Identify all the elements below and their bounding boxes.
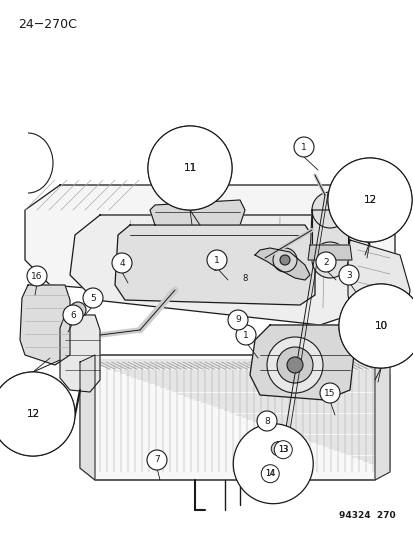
Circle shape bbox=[353, 184, 385, 216]
Circle shape bbox=[353, 184, 385, 216]
Polygon shape bbox=[20, 285, 70, 365]
Circle shape bbox=[319, 383, 339, 403]
Circle shape bbox=[183, 161, 197, 175]
Text: 11: 11 bbox=[183, 163, 196, 173]
Circle shape bbox=[173, 152, 206, 184]
Circle shape bbox=[147, 126, 231, 210]
Text: 12: 12 bbox=[26, 409, 40, 419]
Text: 14: 14 bbox=[265, 469, 274, 478]
Circle shape bbox=[83, 288, 103, 308]
Circle shape bbox=[233, 424, 313, 504]
Circle shape bbox=[0, 372, 75, 456]
Circle shape bbox=[286, 357, 302, 373]
Circle shape bbox=[235, 325, 255, 345]
Text: 13: 13 bbox=[278, 445, 287, 454]
Circle shape bbox=[327, 158, 411, 242]
Circle shape bbox=[147, 450, 166, 470]
Text: 6: 6 bbox=[70, 311, 76, 319]
Polygon shape bbox=[309, 210, 349, 260]
Circle shape bbox=[293, 137, 313, 157]
Text: 7: 7 bbox=[154, 456, 159, 464]
Text: 14: 14 bbox=[264, 469, 275, 478]
Text: 8: 8 bbox=[263, 416, 269, 425]
Circle shape bbox=[27, 266, 47, 286]
Text: 10: 10 bbox=[373, 321, 387, 331]
Text: 5: 5 bbox=[90, 294, 96, 303]
Circle shape bbox=[272, 248, 296, 272]
Circle shape bbox=[363, 194, 375, 206]
Circle shape bbox=[228, 310, 247, 330]
Circle shape bbox=[17, 398, 49, 430]
Text: 0: 0 bbox=[212, 263, 217, 272]
Text: 4: 4 bbox=[119, 259, 124, 268]
Circle shape bbox=[26, 407, 40, 421]
Text: 12: 12 bbox=[363, 195, 376, 205]
Circle shape bbox=[256, 411, 276, 431]
Circle shape bbox=[70, 302, 86, 318]
Circle shape bbox=[271, 442, 285, 456]
Circle shape bbox=[327, 158, 411, 242]
Circle shape bbox=[315, 252, 335, 272]
Circle shape bbox=[338, 284, 413, 368]
Circle shape bbox=[27, 408, 39, 420]
Circle shape bbox=[273, 441, 292, 459]
Circle shape bbox=[206, 250, 226, 270]
Circle shape bbox=[368, 314, 392, 338]
Polygon shape bbox=[307, 245, 351, 260]
Polygon shape bbox=[150, 200, 244, 225]
Circle shape bbox=[355, 301, 405, 351]
Circle shape bbox=[261, 466, 273, 478]
Circle shape bbox=[266, 337, 322, 393]
Polygon shape bbox=[25, 185, 394, 310]
Circle shape bbox=[338, 284, 413, 368]
Polygon shape bbox=[347, 240, 409, 345]
Circle shape bbox=[311, 242, 347, 278]
Text: 24−270C: 24−270C bbox=[18, 18, 77, 31]
Text: 1: 1 bbox=[242, 330, 248, 340]
Text: 8: 8 bbox=[242, 273, 247, 282]
Text: 9: 9 bbox=[235, 316, 240, 325]
Circle shape bbox=[370, 316, 390, 336]
Circle shape bbox=[112, 253, 132, 273]
Circle shape bbox=[63, 305, 83, 325]
Text: 1: 1 bbox=[214, 255, 219, 264]
Circle shape bbox=[261, 465, 278, 483]
Circle shape bbox=[338, 265, 358, 285]
Circle shape bbox=[366, 197, 372, 203]
Polygon shape bbox=[249, 325, 354, 400]
Text: 2: 2 bbox=[323, 257, 328, 266]
Circle shape bbox=[362, 193, 376, 207]
Text: 11: 11 bbox=[183, 163, 196, 173]
Polygon shape bbox=[70, 215, 369, 325]
Circle shape bbox=[183, 162, 195, 174]
Text: 15: 15 bbox=[323, 389, 335, 398]
Circle shape bbox=[17, 398, 49, 430]
Circle shape bbox=[0, 372, 75, 456]
Text: 13: 13 bbox=[277, 445, 288, 454]
Text: 12: 12 bbox=[363, 195, 376, 205]
Circle shape bbox=[173, 152, 206, 184]
Text: 3: 3 bbox=[345, 271, 351, 279]
Polygon shape bbox=[80, 355, 95, 480]
Text: 12: 12 bbox=[26, 409, 40, 419]
Polygon shape bbox=[80, 355, 389, 480]
Circle shape bbox=[311, 192, 347, 228]
Circle shape bbox=[279, 255, 289, 265]
Circle shape bbox=[147, 126, 231, 210]
Text: 1: 1 bbox=[300, 142, 306, 151]
Text: 94324  270: 94324 270 bbox=[339, 511, 395, 520]
Circle shape bbox=[368, 314, 392, 338]
Polygon shape bbox=[374, 355, 389, 480]
Polygon shape bbox=[60, 315, 100, 392]
Circle shape bbox=[30, 411, 36, 417]
Polygon shape bbox=[115, 225, 314, 305]
Circle shape bbox=[276, 347, 312, 383]
Text: 10: 10 bbox=[373, 321, 387, 331]
Polygon shape bbox=[254, 248, 309, 280]
Text: 16: 16 bbox=[31, 271, 43, 280]
